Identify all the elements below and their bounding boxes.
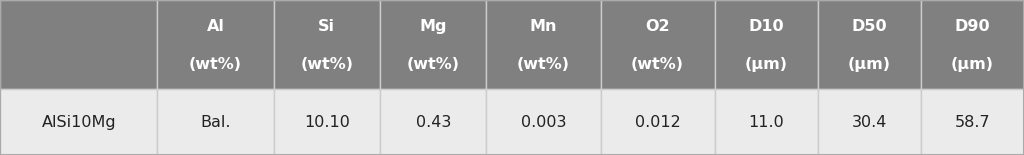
Bar [486, 0, 600, 89]
Text: 0.003: 0.003 [521, 115, 566, 130]
Text: 10.10: 10.10 [304, 115, 350, 130]
Bar [273, 0, 380, 89]
Text: (wt%): (wt%) [517, 57, 570, 72]
Text: 11.0: 11.0 [749, 115, 784, 130]
Text: AlSi10Mg: AlSi10Mg [41, 115, 116, 130]
Text: 0.012: 0.012 [635, 115, 680, 130]
Text: Bal.: Bal. [201, 115, 230, 130]
Text: Si: Si [318, 19, 335, 34]
Text: 0.43: 0.43 [416, 115, 451, 130]
Text: D50: D50 [851, 19, 887, 34]
Text: 30.4: 30.4 [852, 115, 887, 130]
Bar [715, 0, 818, 89]
Text: D90: D90 [954, 19, 990, 34]
Bar [818, 0, 921, 89]
Bar [600, 0, 715, 89]
Text: Mn: Mn [529, 19, 557, 34]
Bar [380, 89, 486, 155]
Text: (μm): (μm) [848, 57, 891, 72]
Bar [0, 89, 158, 155]
Text: 58.7: 58.7 [954, 115, 990, 130]
Text: Mg: Mg [420, 19, 447, 34]
Bar [486, 89, 600, 155]
Bar [273, 89, 380, 155]
Text: (μm): (μm) [951, 57, 994, 72]
Text: D10: D10 [749, 19, 784, 34]
Bar [921, 0, 1024, 89]
Bar [380, 0, 486, 89]
Text: (μm): (μm) [744, 57, 787, 72]
Bar [0, 0, 158, 89]
Text: O2: O2 [645, 19, 670, 34]
Text: Al: Al [207, 19, 224, 34]
Bar [158, 89, 273, 155]
Bar [715, 89, 818, 155]
Text: (wt%): (wt%) [300, 57, 353, 72]
Text: (wt%): (wt%) [631, 57, 684, 72]
Text: (wt%): (wt%) [189, 57, 242, 72]
Bar [158, 0, 273, 89]
Bar [818, 89, 921, 155]
Bar [600, 89, 715, 155]
Text: (wt%): (wt%) [407, 57, 460, 72]
Bar [921, 89, 1024, 155]
